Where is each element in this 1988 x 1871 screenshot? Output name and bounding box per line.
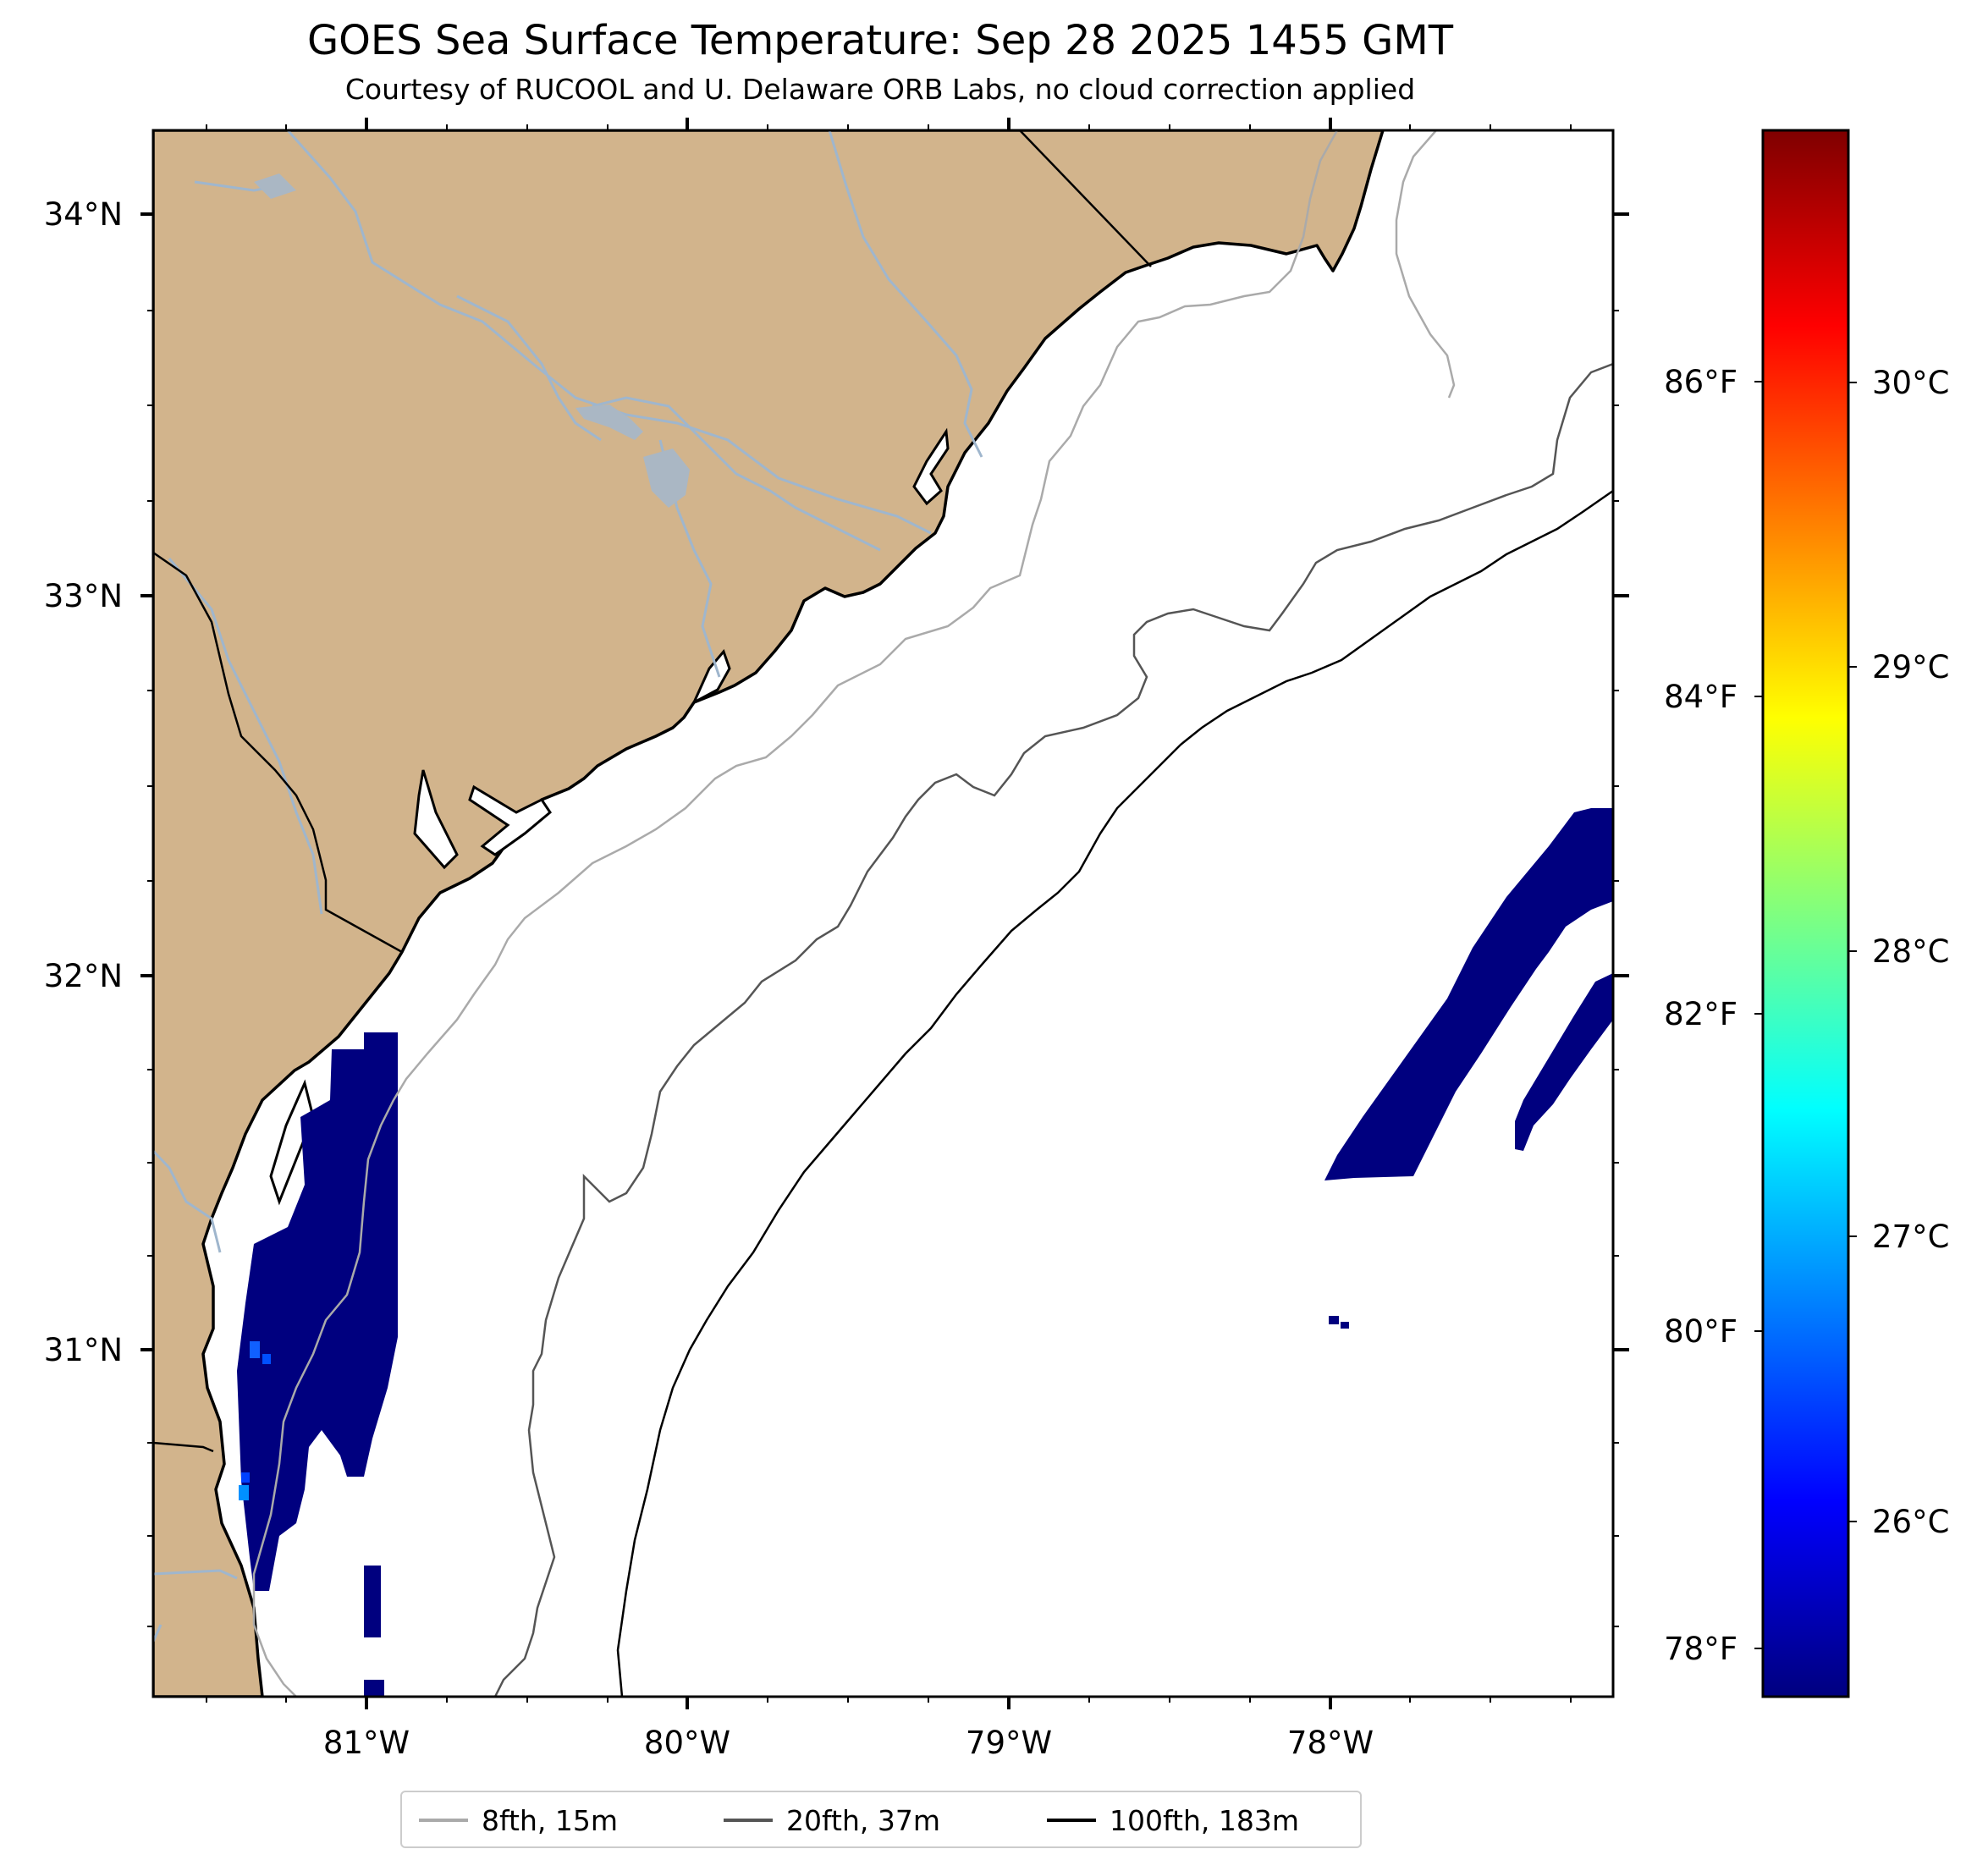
map-title: GOES Sea Surface Temperature: Sep 28 202… — [306, 17, 1454, 64]
isobath-20fth — [493, 362, 1613, 1697]
colorbar-tick-80f: 80°F — [1664, 1313, 1737, 1350]
bay-winyah — [912, 427, 950, 506]
legend-swatch-20fth — [724, 1819, 773, 1822]
legend-swatch-100fth — [1047, 1819, 1096, 1822]
colorbar-tick-82f: 82°F — [1664, 996, 1737, 1032]
bay-charleston — [691, 649, 731, 706]
colorbar-tick-30c: 30°C — [1872, 365, 1949, 401]
colorbar-tick-27c: 27°C — [1872, 1219, 1949, 1255]
colorbar — [1761, 129, 1850, 1698]
lat-tick-34n: 34°N — [44, 196, 123, 233]
legend-swatch-8fth — [419, 1819, 468, 1822]
lon-tick-81w: 81°W — [323, 1725, 410, 1761]
bay-port-royal — [468, 784, 552, 856]
lat-tick-33n: 33°N — [44, 578, 123, 614]
map-subtitle: Courtesy of RUCOOL and U. Delaware ORB L… — [344, 73, 1416, 106]
legend-label-100fth: 100fth, 183m — [1110, 1804, 1299, 1837]
lon-tick-80w: 80°W — [644, 1725, 730, 1761]
lat-tick-31n: 31°N — [44, 1332, 123, 1368]
colorbar-tick-26c: 26°C — [1872, 1504, 1949, 1540]
bay-sound — [413, 769, 459, 870]
sst-patches — [237, 808, 1613, 1697]
lat-minor-ticks — [147, 310, 1619, 1627]
lon-tick-79w: 79°W — [966, 1725, 1052, 1761]
lon-major-ticks — [365, 118, 1332, 1709]
map-plot-area — [153, 130, 1613, 1697]
lake-marion — [575, 404, 643, 440]
colorbar-tick-84f: 84°F — [1664, 679, 1737, 715]
colorbar-c-ticks — [1848, 382, 1857, 1522]
lat-tick-32n: 32°N — [44, 958, 123, 994]
legend-label-8fth: 8fth, 15m — [482, 1804, 619, 1837]
colorbar-tick-28c: 28°C — [1872, 933, 1949, 970]
isobath-legend: 8fth, 15m 20fth, 37m 100fth, 183m — [400, 1791, 1362, 1848]
sst-patch-gulfstream-2 — [1515, 973, 1613, 1151]
colorbar-tick-29c: 29°C — [1872, 649, 1949, 685]
lake-norman — [254, 173, 296, 199]
colorbar-tick-86f: 86°F — [1664, 364, 1737, 400]
legend-label-20fth: 20fth, 37m — [786, 1804, 940, 1837]
colorbar-f-ticks — [1754, 381, 1763, 1649]
lat-major-ticks — [140, 212, 1629, 1351]
sst-warmer-pixels — [239, 1341, 271, 1500]
colorbar-tick-78f: 78°F — [1664, 1631, 1737, 1667]
lon-minor-ticks — [206, 124, 1572, 1703]
sst-patch-gulfstream-1 — [1324, 808, 1613, 1180]
rivers — [153, 130, 983, 1643]
isobath-8fth-b — [1395, 130, 1456, 399]
map-frame — [151, 129, 1615, 1698]
lake-moultrie — [643, 448, 690, 508]
isobath-100fth — [616, 489, 1613, 1697]
sst-patch-georgia-shelf — [237, 1032, 398, 1591]
lon-tick-78w: 78°W — [1287, 1725, 1374, 1761]
state-borders — [153, 130, 1152, 1453]
land — [153, 130, 1385, 1697]
isobath-8fth — [252, 130, 1339, 1697]
